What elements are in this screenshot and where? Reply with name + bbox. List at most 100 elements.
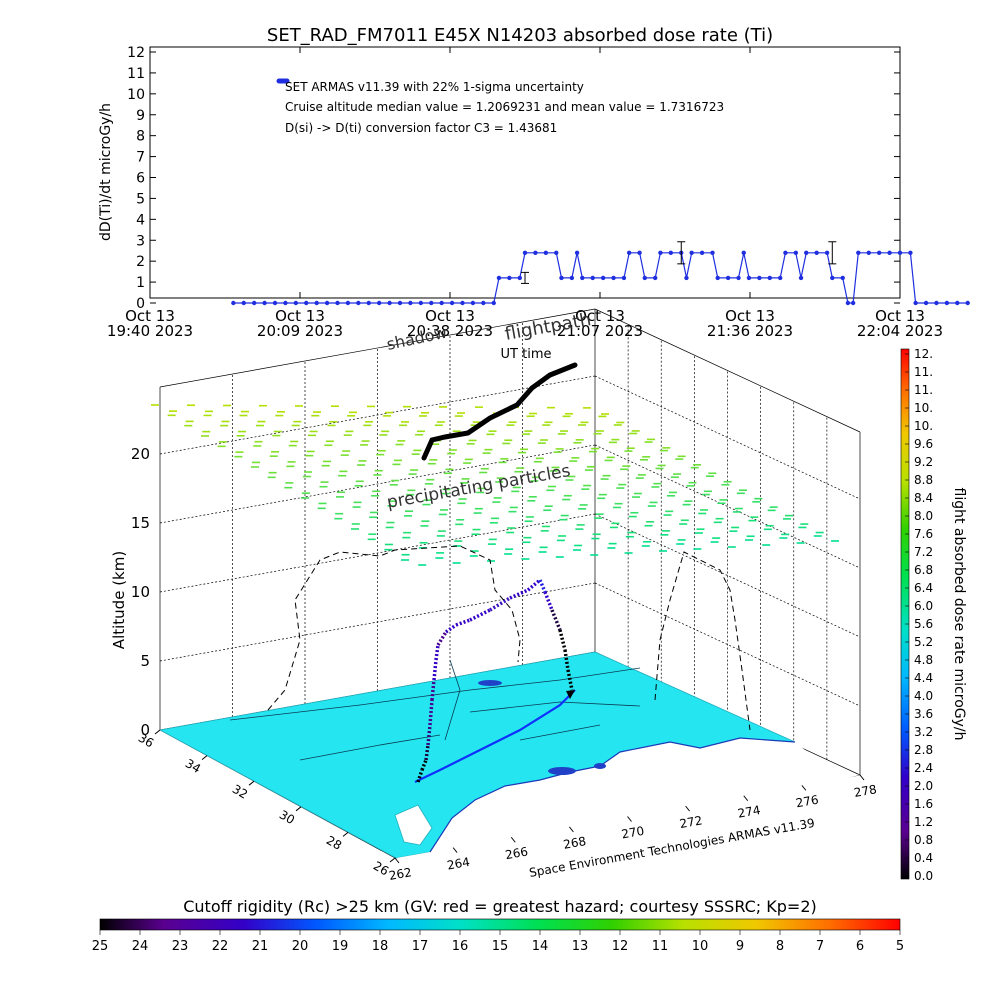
rigidity-colorbar-tick-label: 25 (92, 939, 109, 954)
lon-tick (801, 785, 807, 791)
dose-colorbar-label: flight absorbed dose rate microGy/h (951, 488, 967, 741)
data-point (491, 300, 496, 306)
rigidity-colorbar-tick-label: 19 (332, 939, 349, 954)
data-point (887, 250, 892, 255)
dose-colorbar-tick-label: 3.2 (914, 725, 933, 739)
data-point (965, 300, 970, 306)
rigidity-colorbar-tick-label: 15 (492, 939, 509, 954)
flight-segment (432, 659, 438, 681)
water-bodies (478, 680, 606, 775)
data-point (621, 275, 627, 281)
floor-axes: 262 264 266 268 270 272 274 276 278 36 34 32 30 28 26 (136, 729, 878, 883)
y-tick-label: 9 (136, 108, 145, 124)
data-point (397, 300, 403, 306)
dose-colorbar-tick-label: 0.8 (914, 833, 933, 847)
rigidity-colorbar-tick-label: 11 (652, 939, 669, 954)
dose-colorbar-tick-label: 7.2 (914, 545, 933, 559)
data-point (251, 300, 257, 306)
data-point (876, 250, 882, 255)
annotation-cruise-median: Cruise altitude median value = 1.2069231… (285, 100, 724, 114)
rigidity-colorbar-tick-label: 9 (736, 939, 744, 954)
flight-segment (526, 578, 542, 592)
lon-tick (394, 857, 400, 864)
annotation-conversion-factor: D(si) -> D(ti) conversion factor C3 = 1.… (285, 121, 557, 135)
dose-colorbar-tick-label: 11. (914, 365, 933, 379)
lon-tick-label: 272 (678, 813, 703, 831)
data-point (736, 275, 741, 281)
data-point (507, 275, 512, 281)
z-gridline (594, 582, 861, 707)
series-line (233, 252, 968, 304)
altitude-axis-label: Altitude (km) (110, 551, 128, 649)
z-gridline (594, 513, 861, 638)
dose-rate-series (231, 241, 970, 306)
top-plot-frame (149, 46, 901, 299)
flight-segment (455, 618, 471, 627)
data-point (470, 300, 476, 306)
rigidity-colorbar-tick-label: 18 (372, 939, 389, 954)
data-point (241, 300, 246, 306)
data-point (387, 300, 392, 306)
data-point (304, 300, 309, 306)
dose-colorbar-tick-label: 1.2 (914, 815, 933, 829)
data-point (543, 250, 549, 255)
x-tick-label-time: 20:09 2023 (257, 322, 343, 340)
dose-colorbar-tick-label: 2.8 (914, 743, 933, 757)
rigidity-colorbar-tick-label: 6 (856, 939, 864, 954)
x-tick-label-date: Oct 13 (575, 307, 625, 325)
rigidity-colorbar-title: Cutoff rigidity (Rc) >25 km (GV: red = g… (183, 897, 817, 916)
rigidity-colorbar-tick-label: 23 (172, 939, 189, 954)
dose-colorbar-tick-label: 11. (914, 383, 933, 397)
data-point (715, 275, 720, 281)
lon-tick-label: 276 (795, 793, 820, 811)
lat-tick-label: 28 (324, 833, 344, 853)
data-point (439, 300, 444, 306)
data-point (757, 275, 762, 281)
x-tick-label-time: 21:36 2023 (707, 322, 793, 340)
data-point (460, 300, 465, 306)
rigidity-colorbar-tick-label: 13 (572, 939, 589, 954)
lon-tick-label: 268 (562, 834, 587, 852)
lat-tick (248, 780, 255, 786)
lon-tick (743, 795, 749, 802)
map-floor (158, 651, 860, 859)
lon-tick-label: 274 (737, 803, 762, 821)
lat-tick (154, 729, 161, 735)
data-point (283, 300, 288, 306)
data-point (569, 275, 575, 281)
y-tick-label: 7 (136, 150, 145, 166)
dose-colorbar-tick-label: 0.4 (914, 851, 933, 865)
y-tick-label: 4 (136, 212, 145, 228)
data-point (590, 275, 595, 281)
data-point (293, 300, 299, 306)
data-point (335, 300, 340, 306)
flight-segment (543, 591, 554, 611)
y-tick-label: 5 (136, 191, 145, 207)
ut-time-label: UT time (501, 347, 552, 362)
data-point (699, 250, 705, 255)
y-tick-label: 6 (136, 171, 145, 187)
data-point (522, 250, 528, 255)
track-arrow (566, 690, 575, 699)
data-point (262, 300, 267, 306)
data-point (481, 300, 486, 306)
rigidity-colorbar-tick-label: 24 (132, 939, 149, 954)
lat-tick-label: 34 (183, 756, 203, 776)
rigidity-colorbar-tick-label: 5 (896, 939, 904, 954)
rigidity-colorbar: Cutoff rigidity (Rc) >25 km (GV: red = g… (92, 897, 904, 954)
lon-tick-label: 270 (620, 824, 645, 842)
flight-3d-chart: 0 5 10 15 20 262 264 266 268 270 272 274 276 278 36 34… (110, 308, 878, 883)
data-point (689, 250, 694, 255)
dose-colorbar-tick-label: 2.0 (914, 779, 933, 793)
lon-tick (452, 847, 458, 853)
data-point (850, 300, 856, 306)
y-tick-label: 2 (136, 254, 145, 270)
rigidity-colorbar-tick-label: 20 (292, 939, 309, 954)
dose-colorbar-tick-label: 8.8 (914, 473, 933, 487)
rigidity-colorbar-tick-label: 16 (452, 939, 469, 954)
dose-colorbar-tick-label: 3.6 (914, 707, 933, 721)
flight-segment (444, 623, 458, 634)
z-tick-label: 5 (140, 652, 150, 670)
